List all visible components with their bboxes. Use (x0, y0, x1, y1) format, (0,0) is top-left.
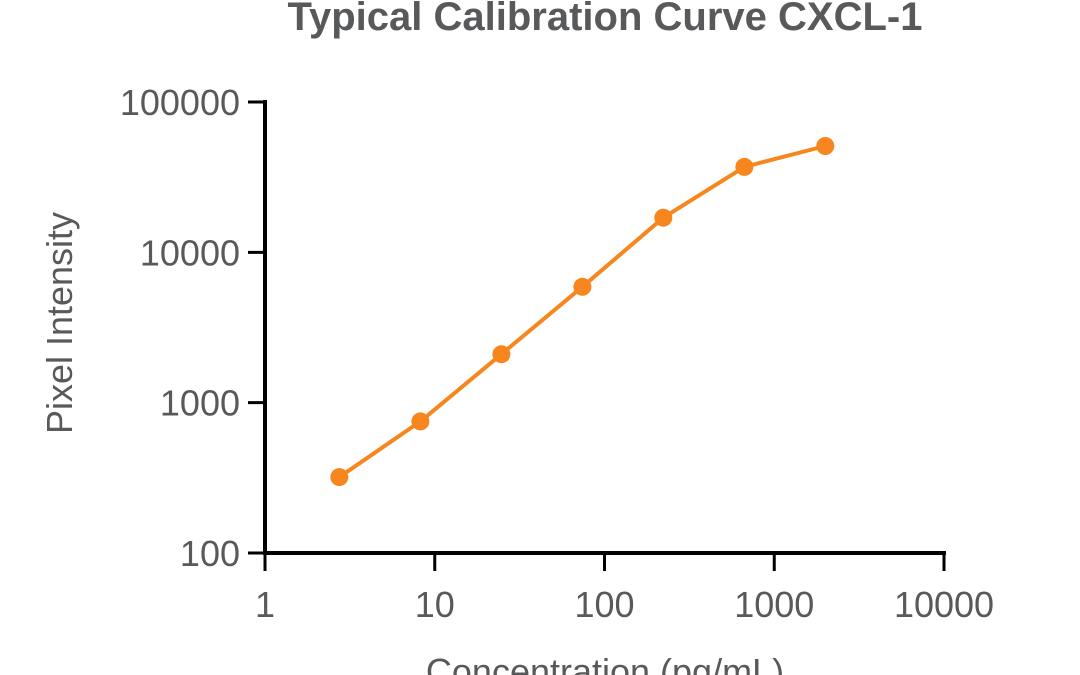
x-tick-label-1: 10 (415, 584, 455, 625)
y-tick-label-1: 1000 (160, 383, 240, 424)
y-axis-ticks: 100 1000 10000 100000 (120, 82, 265, 574)
series-layer (330, 137, 835, 487)
y-tick-label-2: 10000 (140, 232, 240, 273)
data-point-3 (573, 277, 592, 296)
data-point-1 (411, 412, 430, 431)
x-axis-label: Concentration (pg/mL) (426, 651, 784, 675)
data-point-4 (654, 208, 673, 227)
data-point-0 (330, 468, 349, 487)
data-point-2 (492, 345, 511, 364)
chart-title: Typical Calibration Curve CXCL-1 (288, 0, 923, 39)
x-tick-label-4: 10000 (894, 584, 994, 625)
y-tick-label-3: 100000 (120, 82, 240, 123)
x-tick-label-2: 100 (574, 584, 634, 625)
x-axis-ticks: 1 10 100 1000 10000 (255, 553, 994, 625)
data-point-5 (735, 157, 754, 176)
y-tick-label-0: 100 (180, 533, 240, 574)
series-line-0 (338, 144, 826, 479)
x-tick-label-0: 1 (255, 584, 275, 625)
x-tick-label-3: 1000 (734, 584, 814, 625)
y-axis-label: Pixel Intensity (39, 212, 80, 434)
data-point-6 (816, 137, 835, 155)
